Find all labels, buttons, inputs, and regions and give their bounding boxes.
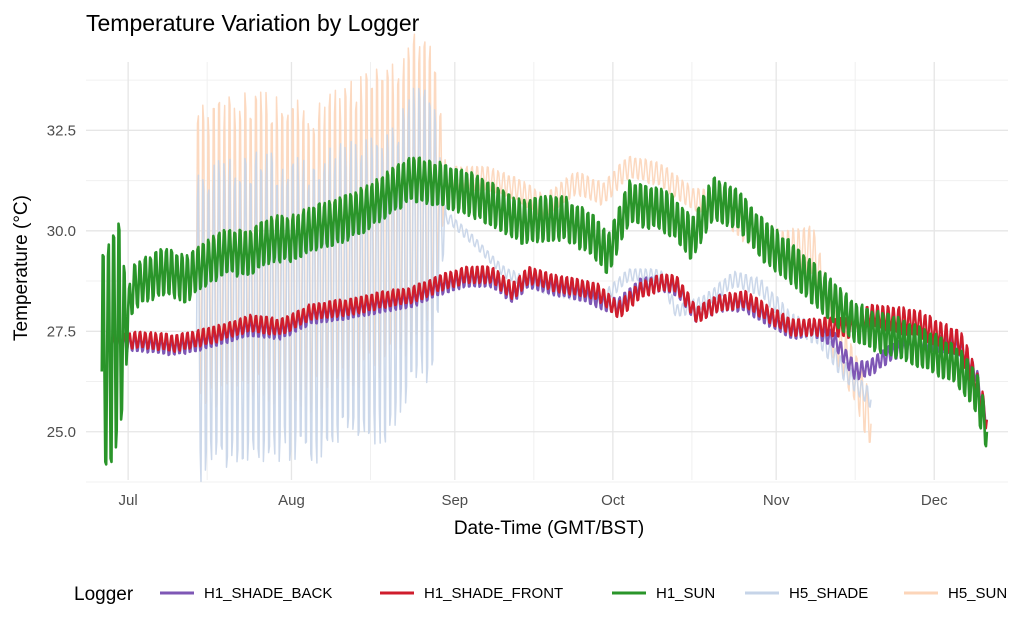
legend-items: H1_SHADE_BACK H1_SHADE_FRONT H1_SUN H5_SHAD… [160, 585, 1007, 602]
x-tick-label: Oct [601, 492, 625, 509]
series-line-h1-sun [100, 156, 989, 466]
x-tick-label: Sep [441, 492, 468, 509]
x-axis-title: Date-Time (GMT/BST) [454, 518, 644, 539]
y-tick-label: 25.0 [47, 424, 76, 441]
legend-label-h1-sun: H1_SUN [656, 585, 715, 602]
y-tick-label: 32.5 [47, 122, 76, 139]
legend: Logger H1_SHADE_BACK H1_SHADE_FRONT H1_SUN… [74, 584, 1007, 605]
legend-label-h5-sun: H5_SUN [948, 585, 1007, 602]
x-tick-label: Nov [763, 492, 790, 509]
x-tick-label: Dec [921, 492, 948, 509]
y-tick-label: 30.0 [47, 223, 76, 240]
chart-title: Temperature Variation by Logger [86, 10, 420, 36]
y-axis-ticks: 25.0 27.5 30.0 32.5 [47, 122, 76, 440]
y-axis-title: Temperature (°C) [11, 195, 32, 341]
x-axis-ticks: Jul Aug Sep Oct Nov Dec [119, 492, 949, 509]
x-tick-label: Aug [278, 492, 305, 509]
legend-label-h5-shade: H5_SHADE [789, 585, 868, 602]
legend-label-h1-shade-front: H1_SHADE_FRONT [424, 585, 563, 602]
x-tick-label: Jul [119, 492, 138, 509]
legend-title: Logger [74, 584, 134, 605]
series-layer [100, 33, 989, 483]
legend-label-h1-shade-back: H1_SHADE_BACK [204, 585, 332, 602]
y-tick-label: 27.5 [47, 323, 76, 340]
